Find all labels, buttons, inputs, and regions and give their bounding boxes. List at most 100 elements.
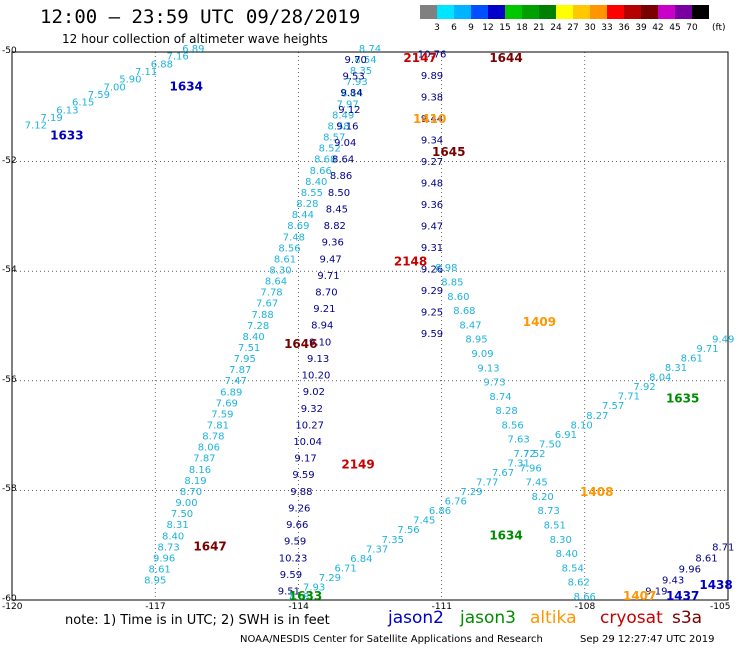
wave-height-value: 9.47 xyxy=(319,254,341,265)
color-scale-tick: 21 xyxy=(533,23,545,33)
color-swatch xyxy=(522,5,539,19)
wave-height-value: 8.10 xyxy=(570,420,592,431)
wave-height-value: 8.61 xyxy=(695,554,717,565)
wave-height-value: 9.47 xyxy=(421,221,443,232)
longitude-tick: -120 xyxy=(2,602,23,612)
wave-height-value: 9.00 xyxy=(175,498,197,509)
altimeter-tracks: 7.127.196.136.157.597.005.907.116.887.16… xyxy=(25,44,735,603)
pass-time-label: 1646 xyxy=(284,337,317,351)
wave-height-value: 10.23 xyxy=(279,553,308,564)
wave-height-value: 9.04 xyxy=(334,138,356,149)
wave-height-value: 7.51 xyxy=(238,343,260,354)
wave-height-value: 9.17 xyxy=(294,454,316,465)
footer-timestamp: Sep 29 12:27:47 UTC 2019 xyxy=(580,634,715,645)
map-frame xyxy=(11,51,729,601)
wave-height-value: 8.58 xyxy=(328,122,350,133)
wave-height-value: 9.34 xyxy=(421,135,443,146)
color-scale-tick: 70 xyxy=(686,23,698,33)
longitude-tick: -114 xyxy=(288,602,309,612)
wave-height-value: 7.59 xyxy=(211,409,233,420)
pass-time-label: 2149 xyxy=(341,457,374,471)
wave-height-value: 8.27 xyxy=(586,411,608,422)
wave-height-value: 9.13 xyxy=(307,354,329,365)
wave-height-value: 9.59 xyxy=(421,329,443,340)
legend-s3a: s3a xyxy=(672,608,703,628)
longitude-tick: -108 xyxy=(574,602,596,612)
color-scale-tick: 45 xyxy=(669,23,681,33)
wave-height-value: 8.31 xyxy=(166,520,188,531)
wave-height-value: 7.50 xyxy=(539,439,561,450)
wave-height-value: 9.71 xyxy=(317,271,339,282)
wave-height-value: 7.81 xyxy=(207,421,229,432)
wave-height-value: 7.87 xyxy=(229,365,251,376)
wave-height-value: 7.77 xyxy=(476,478,498,489)
wave-height-value: 9.36 xyxy=(322,238,344,249)
wave-height-value: 8.40 xyxy=(556,549,578,560)
wave-height-value: 9.48 xyxy=(421,178,443,189)
color-swatch xyxy=(573,5,590,19)
pass-time-label: 1410 xyxy=(413,112,446,126)
color-swatch xyxy=(590,5,607,19)
wave-height-value: 8.66 xyxy=(310,166,332,177)
color-scale-tick: 42 xyxy=(652,23,664,33)
longitude-tick: -117 xyxy=(145,602,166,612)
wave-height-value: 5.90 xyxy=(119,75,141,86)
wave-height-value: 8.71 xyxy=(712,543,734,554)
page-subtitle: 12 hour collection of altimeter wave hei… xyxy=(62,32,328,46)
wave-height-value: 8.98 xyxy=(435,263,457,274)
wave-height-value: 7.45 xyxy=(413,516,435,527)
color-swatch xyxy=(556,5,573,19)
wave-height-value: 7.29 xyxy=(460,487,482,498)
wave-height-value: 9.59 xyxy=(284,537,306,548)
wave-height-value: 9.88 xyxy=(290,487,312,498)
wave-height-value: 9.21 xyxy=(313,304,335,315)
wave-height-value: 6.88 xyxy=(151,59,173,70)
wave-height-value: 7.78 xyxy=(260,288,282,299)
longitude-tick: -111 xyxy=(431,602,453,612)
color-scale-unit: (ft) xyxy=(712,23,726,33)
wave-height-value: 8.30 xyxy=(269,265,291,276)
wave-height-value: 7.45 xyxy=(526,478,548,489)
pass-time-label: 1635 xyxy=(666,392,699,406)
wave-height-value: 8.40 xyxy=(305,177,327,188)
wave-height-value: 7.97 xyxy=(336,99,358,110)
wave-height-value: 7.93 xyxy=(303,582,325,593)
wave-height-value: 8.70 xyxy=(315,288,337,299)
wave-height-value: 7.52 xyxy=(523,449,545,460)
wave-height-value: 7.87 xyxy=(193,454,215,465)
color-swatch xyxy=(624,5,641,19)
wave-height-value: 8.61 xyxy=(149,564,171,575)
wave-height-value: 9.49 xyxy=(712,334,734,345)
wave-height-value: 7.95 xyxy=(234,354,256,365)
wave-height-value: 10.27 xyxy=(295,420,324,431)
pass-time-label: 1437 xyxy=(666,589,699,603)
color-swatch xyxy=(437,5,454,19)
wave-height-value: 8.35 xyxy=(350,66,372,77)
color-scale-tick: 33 xyxy=(601,23,613,33)
wave-height-value: 8.44 xyxy=(292,210,314,221)
wave-height-value: 7.47 xyxy=(225,376,247,387)
wave-height-value: 8.04 xyxy=(649,373,671,384)
color-scale-tick: 36 xyxy=(618,23,630,33)
wave-height-value: 7.48 xyxy=(283,232,305,243)
wave-height-value: 7.16 xyxy=(167,52,189,63)
wave-height-value: 8.47 xyxy=(459,320,481,331)
wave-height-value: 8.74 xyxy=(489,392,511,403)
wave-height-value: 8.94 xyxy=(311,321,333,332)
wave-height-value: 8.64 xyxy=(265,277,287,288)
wave-height-value: 9.84 xyxy=(340,88,362,99)
wave-height-value: 8.86 xyxy=(330,171,352,182)
wave-height-value: 8.28 xyxy=(495,406,517,417)
wave-height-value: 9.89 xyxy=(421,71,443,82)
color-swatch xyxy=(641,5,658,19)
footer-note: note: 1) Time is in UTC; 2) SWH is in fe… xyxy=(65,613,330,628)
color-swatch xyxy=(539,5,556,19)
wave-height-value: 9.19 xyxy=(645,587,667,598)
latitude-tick: -56 xyxy=(2,374,17,385)
wave-height-value: 8.50 xyxy=(328,188,350,199)
page-title: 12:00 — 23:59 UTC 09/28/2019 xyxy=(40,6,361,28)
wave-height-value: 8.49 xyxy=(332,110,354,121)
wave-height-value: 8.19 xyxy=(184,476,206,487)
wave-height-value: 8.31 xyxy=(665,363,687,374)
wave-height-value: 6.86 xyxy=(429,506,451,517)
